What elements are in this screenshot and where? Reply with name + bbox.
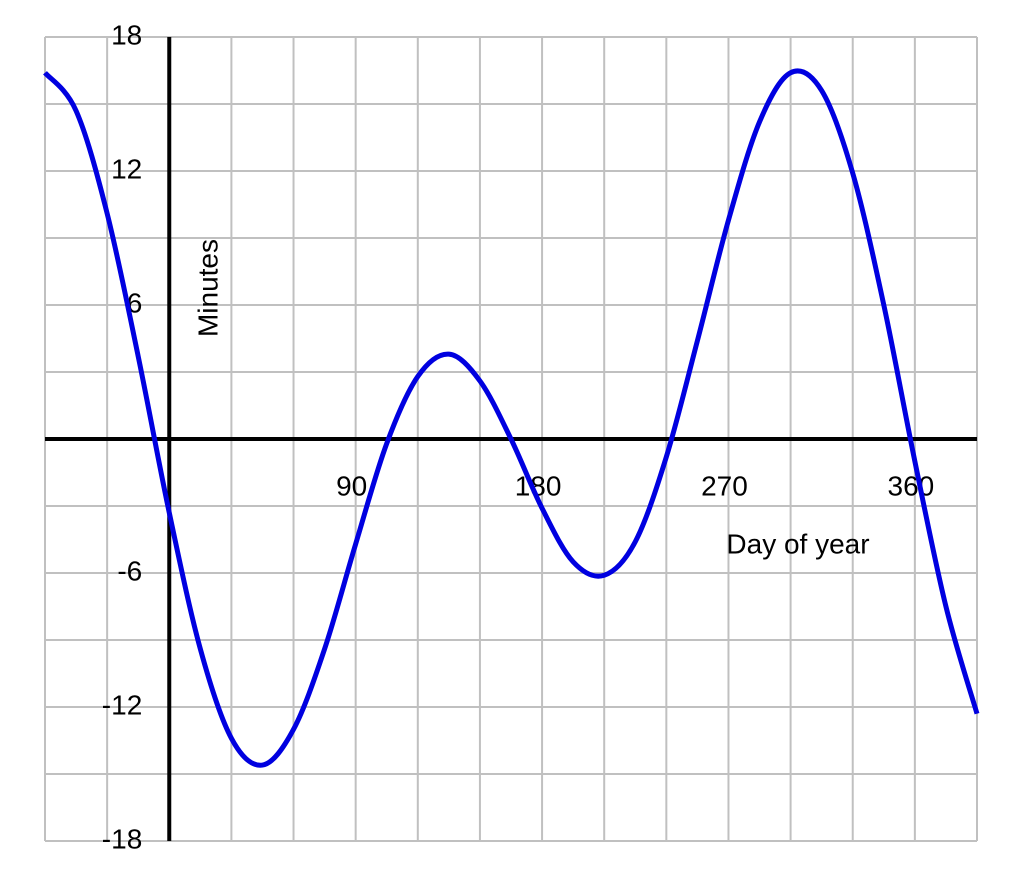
y-tick-label: -12: [102, 689, 142, 720]
y-axis-label: Minutes: [192, 239, 223, 337]
y-tick-label: 12: [111, 153, 142, 184]
data-line: [43, 68, 980, 768]
x-tick-label: 90: [336, 470, 367, 501]
plot-area: [43, 68, 980, 768]
x-tick-label: 360: [888, 470, 935, 501]
x-axis-label: Day of year: [726, 528, 869, 559]
y-tick-label: 18: [111, 19, 142, 50]
y-tick-label: -6: [117, 555, 142, 586]
y-tick-label: -18: [102, 823, 142, 854]
x-tick-label: 270: [701, 470, 748, 501]
